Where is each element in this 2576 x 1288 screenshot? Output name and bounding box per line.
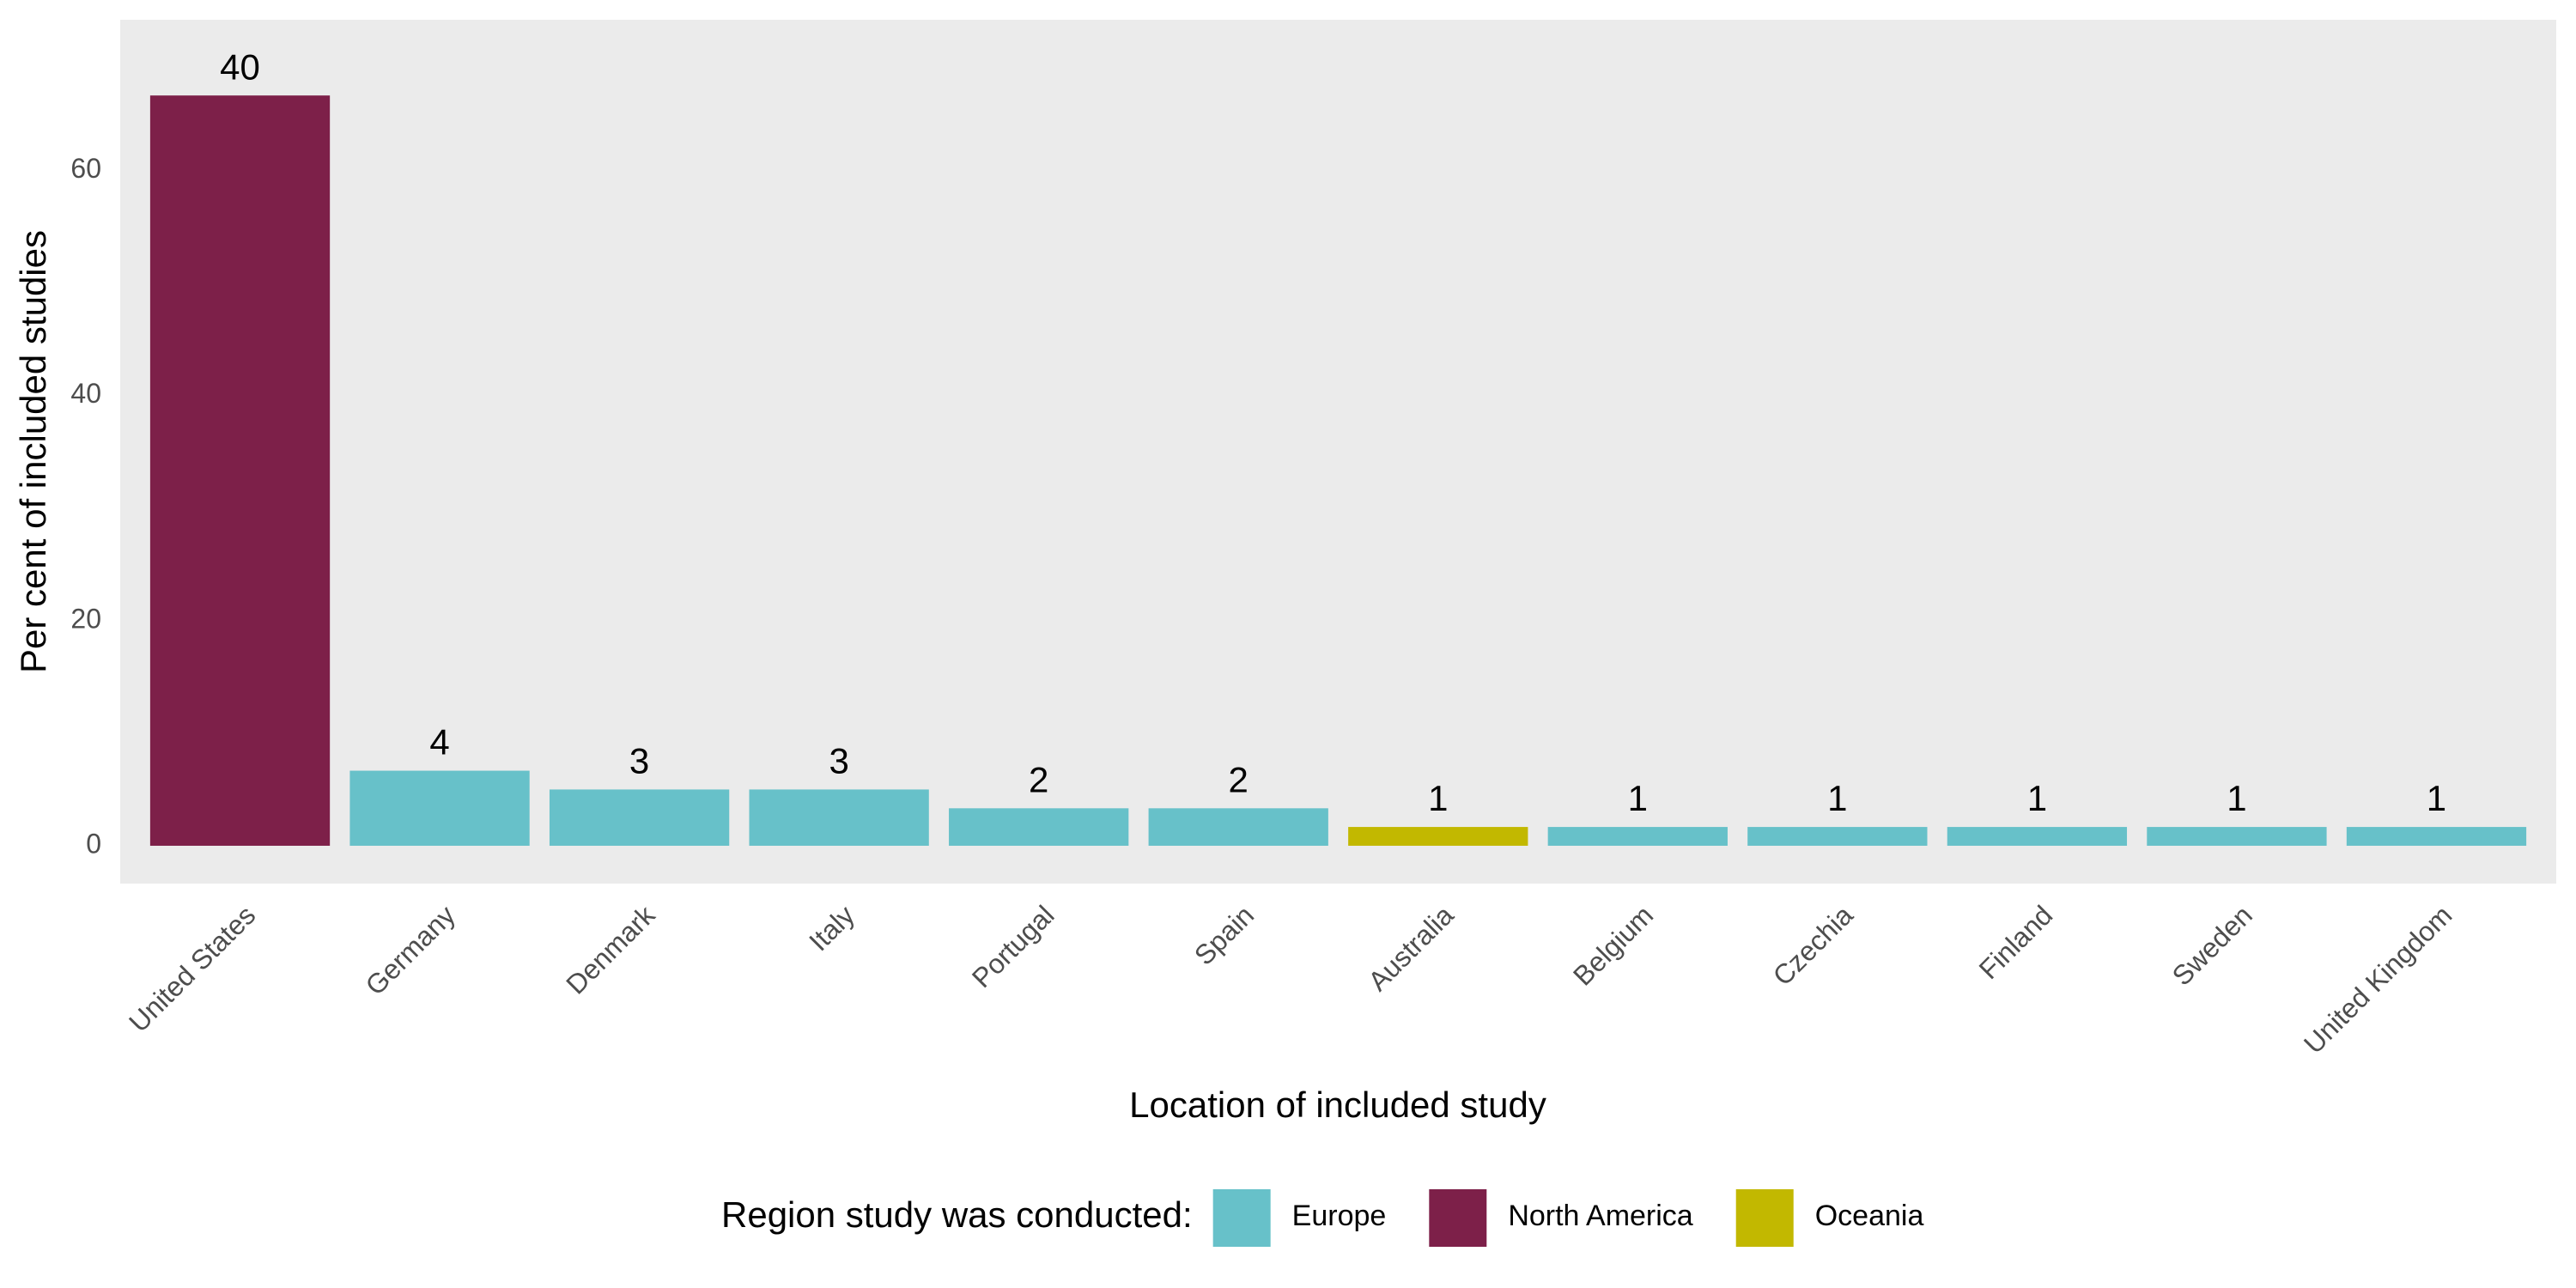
y-tick-label: 0 xyxy=(86,828,101,859)
x-tick-label: Czechia xyxy=(1767,899,1859,991)
bar xyxy=(2346,827,2527,846)
bar xyxy=(549,789,730,846)
x-axis-title: Location of included study xyxy=(1129,1084,1546,1125)
legend-label: Oceania xyxy=(1815,1200,1924,1232)
data-label: 1 xyxy=(2027,778,2047,818)
data-label: 2 xyxy=(1029,759,1048,799)
legend-title: Region study was conducted: xyxy=(721,1194,1193,1235)
data-label: 40 xyxy=(220,46,260,87)
bar xyxy=(1547,827,1728,846)
x-tick-label: Belgium xyxy=(1567,899,1659,991)
data-label: 1 xyxy=(1628,778,1648,818)
legend-label: North America xyxy=(1508,1200,1692,1232)
x-tick-label: Spain xyxy=(1188,899,1260,970)
legend-key xyxy=(1429,1189,1487,1247)
legend-key xyxy=(1212,1189,1271,1247)
x-tick-label: Germany xyxy=(359,899,461,1001)
data-label: 1 xyxy=(2227,778,2246,818)
legend-key xyxy=(1735,1189,1794,1247)
x-tick-label: Sweden xyxy=(2166,899,2258,991)
y-axis-title: Per cent of included studies xyxy=(13,230,53,673)
x-tick-label: Italy xyxy=(803,899,860,957)
x-tick-label: Australia xyxy=(1362,899,1460,997)
bar xyxy=(349,770,530,846)
y-tick-label: 40 xyxy=(70,378,101,409)
bar xyxy=(749,789,929,846)
bar xyxy=(1947,827,2128,846)
x-tick-label: Finland xyxy=(1973,899,2059,985)
data-label: 1 xyxy=(1428,778,1448,818)
bar xyxy=(1747,827,1928,846)
x-tick-label: Portugal xyxy=(966,899,1060,993)
data-label: 3 xyxy=(629,741,649,781)
data-label: 3 xyxy=(829,741,848,781)
legend-label: Europe xyxy=(1292,1200,1387,1232)
data-label: 1 xyxy=(1827,778,1847,818)
bar xyxy=(1348,827,1528,846)
data-label: 4 xyxy=(429,722,449,762)
bar xyxy=(2147,827,2327,846)
bar xyxy=(149,95,331,846)
y-tick-label: 20 xyxy=(70,603,101,634)
x-tick-label: United States xyxy=(123,899,261,1037)
data-label: 1 xyxy=(2427,778,2446,818)
panel xyxy=(120,20,2556,884)
y-tick-label: 60 xyxy=(70,153,101,184)
data-label: 2 xyxy=(1229,759,1249,799)
bar xyxy=(949,808,1129,846)
x-tick-label: United Kingdom xyxy=(2298,899,2458,1059)
x-tick-label: Denmark xyxy=(560,899,661,1000)
bar xyxy=(1148,808,1328,846)
